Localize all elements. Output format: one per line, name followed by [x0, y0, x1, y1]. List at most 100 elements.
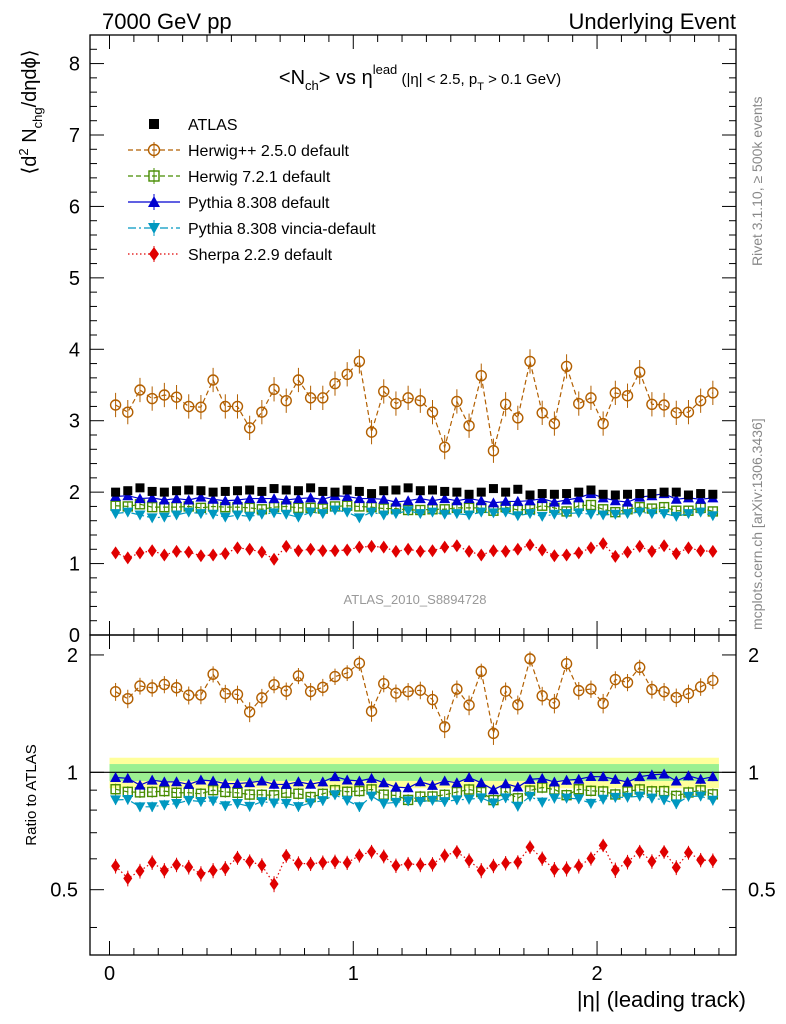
data-point [208, 548, 218, 562]
ratio-data-point [585, 683, 597, 695]
data-point [111, 487, 121, 497]
ratio-data-point [573, 784, 584, 795]
ratio-data-point [548, 793, 560, 804]
ratio-data-point [122, 772, 134, 783]
ratio-data-point [403, 857, 413, 871]
data-point [354, 540, 364, 554]
ratio-data-point [501, 856, 511, 870]
ratio-data-point [451, 795, 463, 806]
ratio-data-point [512, 801, 524, 812]
ratio-data-point [390, 781, 402, 792]
ratio-data-point [659, 845, 669, 859]
ratio-data-point [109, 685, 122, 698]
data-point [634, 366, 646, 378]
ratio-data-point [134, 680, 146, 692]
ratio-data-point [487, 798, 499, 809]
ratio-data-point [500, 793, 512, 804]
ratio-data-point [621, 676, 634, 689]
data-point [403, 542, 413, 556]
legend-marker [148, 170, 160, 182]
ratio-data-point [220, 861, 230, 875]
data-point [135, 483, 145, 493]
data-point [682, 406, 695, 418]
ratio-data-point [244, 789, 255, 800]
data-point [646, 509, 658, 520]
ratio-data-point [135, 864, 145, 878]
data-point [671, 547, 681, 561]
data-point [402, 495, 414, 506]
data-point [548, 496, 560, 507]
legend-marker [149, 247, 159, 261]
ratio-data-point [231, 688, 244, 701]
data-point [183, 494, 195, 505]
ratio-data-point [524, 653, 536, 665]
data-point [549, 489, 559, 499]
data-point [536, 407, 548, 419]
ratio-data-point [293, 788, 304, 799]
chart-title: <Nch> vs ηlead (|η| < 2.5, pT > 0.1 GeV) [279, 62, 561, 93]
data-point [402, 392, 414, 404]
data-point [488, 484, 498, 494]
ratio-data-point [574, 859, 584, 873]
ratio-data-point [658, 768, 670, 779]
data-point [622, 509, 634, 520]
data-point [123, 551, 133, 565]
ratio-data-point [476, 864, 486, 878]
data-point [147, 544, 157, 558]
ratio-data-point [646, 769, 658, 780]
ratio-data-point [694, 681, 707, 693]
ratio-data-point [158, 776, 170, 787]
ratio-data-point [378, 677, 390, 690]
legend-item: Herwig++ 2.5.0 default [128, 142, 350, 160]
ratio-data-point [634, 771, 646, 782]
ratio-data-point [256, 797, 268, 808]
ratio-data-point [598, 838, 608, 852]
data-point [330, 544, 340, 558]
data-point [573, 397, 585, 410]
data-point [110, 509, 122, 520]
ratio-data-point [367, 845, 377, 859]
ratio-data-point [183, 778, 195, 789]
data-point [475, 507, 487, 518]
data-point [683, 490, 693, 500]
data-point [499, 398, 512, 410]
data-point [109, 399, 122, 411]
ratio-data-point [512, 781, 524, 792]
data-point [428, 485, 438, 495]
data-point [184, 545, 194, 559]
data-point [440, 486, 450, 496]
ratio-data-point [330, 855, 340, 869]
ratio-data-point [414, 797, 426, 808]
ratio-data-point [414, 684, 427, 696]
ratio-data-point [268, 678, 280, 691]
ratio-data-point [646, 683, 658, 696]
data-point [415, 486, 425, 496]
ratio-data-point [269, 877, 279, 891]
data-point [378, 493, 390, 504]
watermark-label: ATLAS_2010_S8894728 [344, 592, 487, 607]
ratio-data-point [560, 658, 573, 670]
data-point [452, 487, 462, 497]
data-point [305, 507, 317, 518]
data-point [207, 493, 219, 504]
data-point [220, 547, 230, 561]
ratio-data-point [414, 776, 426, 787]
ratio-data-point [451, 683, 463, 695]
data-point [561, 494, 573, 505]
ratio-data-point [562, 862, 572, 876]
data-point [378, 385, 390, 398]
ratio-data-point [549, 862, 559, 876]
data-point [147, 486, 157, 496]
data-point [341, 507, 353, 518]
ratio-data-point [280, 798, 292, 809]
data-point [317, 493, 329, 504]
ratio-data-point [329, 670, 341, 683]
series-pythia-8-308-vincia-default [110, 505, 719, 524]
ratio-data-point [658, 685, 670, 698]
ratio-data-point [268, 798, 280, 809]
data-point [207, 374, 219, 386]
ratio-data-point [682, 791, 694, 802]
ratio-data-point [171, 787, 182, 798]
data-point [487, 445, 500, 457]
data-point [524, 495, 536, 506]
